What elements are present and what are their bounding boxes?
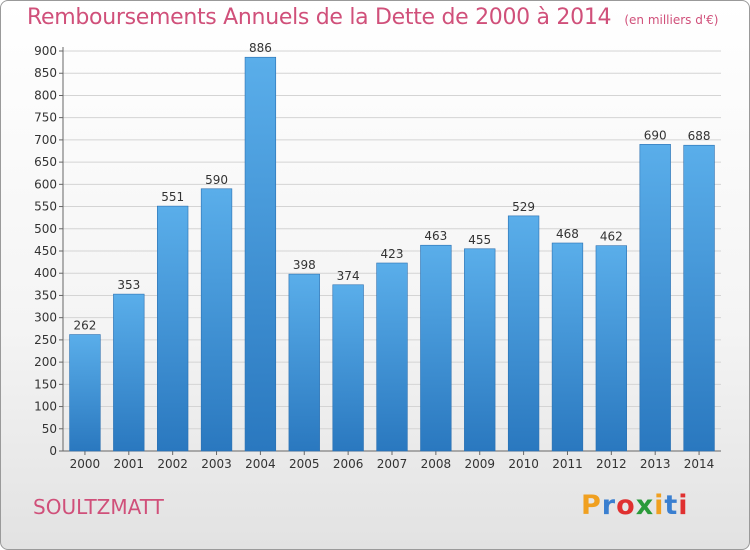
logo-letter: i [678,490,689,521]
x-tick-labels: 2000 2001 2002 2003 2004 2005 2006 2007 2008 2009… [70,457,715,471]
y-tick-label: 0 [49,444,57,458]
x-tick-label: 2005 [289,457,320,471]
bar [69,334,101,452]
x-tick-label: 2008 [421,457,452,471]
bar-value-label: 423 [381,247,404,261]
bar-value-label: 374 [337,269,360,283]
y-tick-label: 800 [34,88,57,102]
bar [288,273,320,452]
bar-value-label: 463 [424,229,447,243]
logo-letter: P [581,490,602,521]
bar [244,56,277,452]
y-tick-label: 250 [34,333,57,347]
y-tick-labels: 0 50 100 150 200 250 300 350 400 450 500 550 600 650 7… [34,44,57,458]
x-tick-label: 2013 [640,457,671,471]
y-tick-label: 200 [34,355,57,369]
bar [420,244,452,452]
bar-value-label: 551 [161,190,184,204]
x-tick-label: 2003 [201,457,232,471]
title-row: Remboursements Annuels de la Dette de 20… [27,5,718,30]
bar-value-label: 590 [205,173,228,187]
bar [200,188,233,452]
x-tick-label: 2000 [70,457,101,471]
chart-title: Remboursements Annuels de la Dette de 20… [27,5,612,30]
bar [376,262,408,452]
x-tick-label: 2006 [333,457,364,471]
y-tick-label: 350 [34,288,57,302]
y-tick-label: 150 [34,377,57,391]
bar [113,293,145,452]
bar [507,215,540,452]
bar-value-label: 886 [249,41,272,55]
y-tick-label: 750 [34,111,57,125]
y-tick-label: 600 [34,177,57,191]
bar [595,245,627,452]
x-tick-label: 2009 [464,457,495,471]
bar [332,284,364,452]
x-tick-label: 2001 [114,457,145,471]
bar [551,242,584,452]
y-tick-label: 450 [34,244,57,258]
bar-value-label: 353 [117,278,140,292]
bar-value-label: 688 [688,129,711,143]
bar-value-label: 462 [600,230,623,244]
bar-value-label: 455 [468,233,491,247]
y-tick-label: 550 [34,200,57,214]
logo-letter: x [635,490,655,521]
bar [683,144,715,452]
bar [157,205,189,452]
x-tick-label: 2007 [377,457,408,471]
chart-unit: (en milliers d'€) [624,13,719,27]
x-tick-label: 2014 [684,457,715,471]
x-tick-label: 2004 [245,457,276,471]
bars [69,56,715,452]
logo-letter: o [616,490,636,521]
y-tick-label: 500 [34,222,57,236]
y-tick-label: 300 [34,311,57,325]
y-tick-label: 850 [34,66,57,80]
logo-letter: i [654,490,665,521]
x-tick-label: 2002 [157,457,188,471]
bar-value-label: 468 [556,227,579,241]
x-tick-label: 2010 [508,457,539,471]
value-labels: 262 353 551 590 886 398 374 423 463 455 529 468 462 6… [73,41,710,332]
bar-value-label: 398 [293,258,316,272]
y-tick-label: 100 [34,400,57,414]
y-tick-label: 50 [42,422,57,436]
y-tick-label: 650 [34,155,57,169]
x-tick-label: 2011 [552,457,583,471]
y-tick-label: 700 [34,133,57,147]
bar [464,248,496,452]
bar-value-label: 690 [644,128,667,142]
bar [639,144,671,452]
y-tick-label: 400 [34,266,57,280]
proxiti-logo[interactable]: Proxiti [581,490,689,521]
bar-value-label: 529 [512,200,535,214]
logo-letter: r [601,490,617,521]
logo-letter: t [664,490,679,521]
y-tick-label: 900 [34,44,57,58]
bar-value-label: 262 [73,319,96,333]
x-tick-label: 2012 [596,457,627,471]
commune-name: SOULTZMATT [33,495,164,519]
